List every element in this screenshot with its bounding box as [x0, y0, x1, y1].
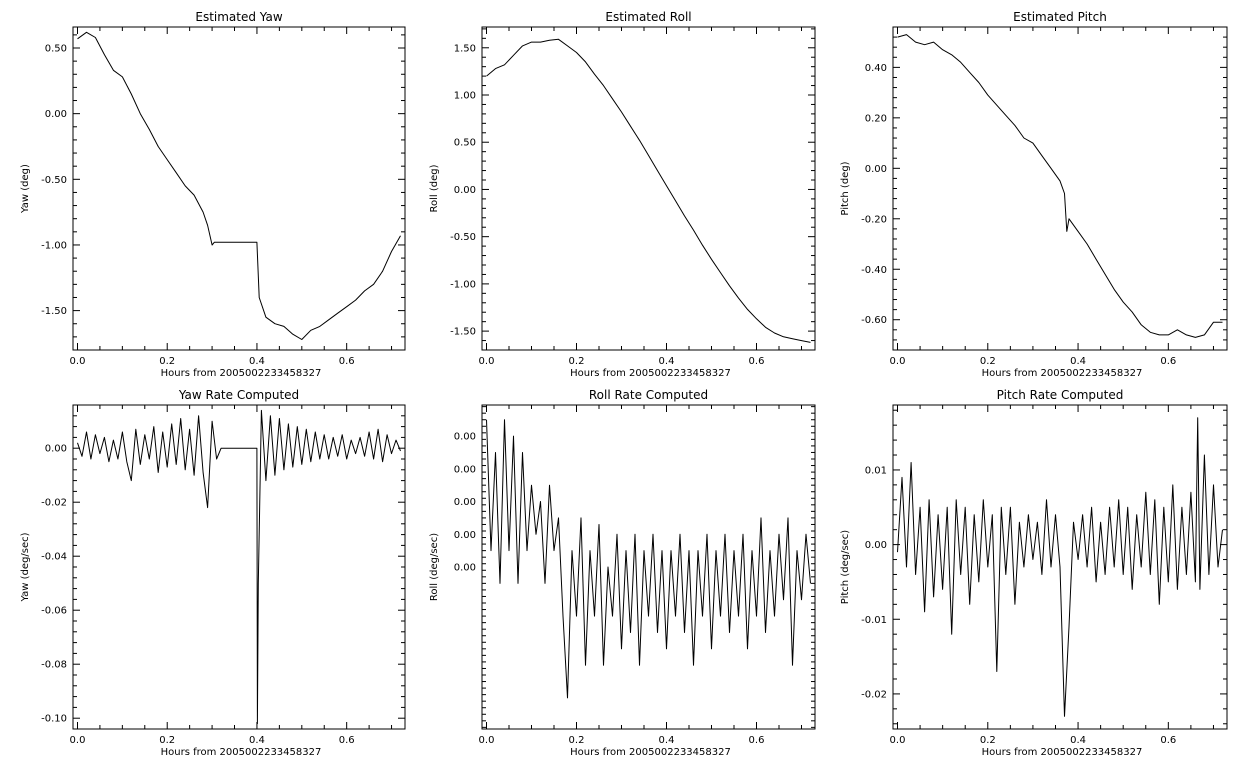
- x-tick-label: 0.6: [749, 356, 765, 367]
- plot-frame: [481, 404, 816, 730]
- x-tick-label: 0.4: [249, 735, 265, 746]
- x-tick-label: 0.2: [980, 735, 996, 746]
- y-tick-label: 0.50: [45, 44, 67, 55]
- plot-frame: [481, 26, 816, 351]
- y-tick-label: -0.02: [861, 689, 887, 700]
- y-tick-label: -0.08: [41, 660, 67, 671]
- series-line: [77, 31, 401, 340]
- y-tick-label: -0.50: [450, 232, 476, 243]
- y-tick-label: -0.01: [861, 615, 887, 626]
- series-line: [897, 417, 1223, 717]
- y-tick-label: 0.00: [45, 109, 67, 120]
- y-tick-label: 0.00: [454, 497, 476, 508]
- plot-frame: [892, 404, 1228, 730]
- x-tick-label: 0.4: [249, 356, 265, 367]
- y-tick-label: -1.00: [450, 279, 476, 290]
- y-tick-label: 0.00: [454, 530, 476, 541]
- x-tick-label: 0.2: [569, 735, 585, 746]
- y-tick-label: 1.00: [454, 91, 476, 102]
- x-tick-label: 0.0: [479, 735, 495, 746]
- plot-frame: [72, 26, 406, 351]
- y-tick-label: 0.00: [454, 563, 476, 574]
- y-tick-label: -0.02: [41, 498, 67, 509]
- series-line: [897, 34, 1223, 338]
- chart-panel-4: Yaw Rate Computed Hours from 200500223345…: [20, 388, 406, 758]
- x-tick-label: 0.6: [749, 735, 765, 746]
- y-tick-label: 0.20: [865, 113, 887, 124]
- chart-title: Roll Rate Computed: [589, 388, 708, 402]
- y-axis-label: Pitch (deg/sec): [840, 530, 851, 605]
- y-axis-label: Pitch (deg): [840, 161, 851, 215]
- chart-title: Yaw Rate Computed: [178, 388, 299, 402]
- series-line: [77, 409, 401, 725]
- y-tick-label: -1.00: [41, 240, 67, 251]
- series-line: [486, 419, 811, 699]
- y-tick-label: 0.00: [454, 464, 476, 475]
- y-tick-label: -0.40: [861, 265, 887, 276]
- chart-panel-3: Estimated Pitch Hours from 20050022334583…: [840, 10, 1228, 379]
- x-tick-label: 0.4: [659, 735, 675, 746]
- y-tick-label: -1.50: [41, 306, 67, 317]
- x-axis-label: Hours from 2005002233458327: [161, 747, 322, 758]
- x-tick-label: 0.2: [159, 735, 175, 746]
- x-axis-label: Hours from 2005002233458327: [161, 368, 322, 379]
- y-tick-label: -0.10: [41, 714, 67, 725]
- chart-title: Estimated Pitch: [1013, 10, 1107, 24]
- x-tick-label: 0.0: [70, 356, 86, 367]
- y-tick-label: 0.00: [45, 444, 67, 455]
- y-axis-label: Roll (deg/sec): [429, 533, 440, 601]
- y-tick-label: -0.60: [861, 315, 887, 326]
- y-axis-label: Yaw (deg/sec): [20, 532, 31, 602]
- y-tick-label: -0.04: [41, 552, 67, 563]
- y-tick-label: 0.40: [865, 63, 887, 74]
- chart-panel-6: Pitch Rate Computed Hours from 2005002233…: [840, 388, 1228, 758]
- x-tick-label: 0.4: [1070, 356, 1086, 367]
- y-tick-label: -0.06: [41, 606, 67, 617]
- x-axis-label: Hours from 2005002233458327: [982, 747, 1143, 758]
- y-axis-label: Roll (deg): [429, 164, 440, 212]
- x-tick-label: 0.6: [339, 356, 355, 367]
- x-tick-label: 0.0: [890, 735, 906, 746]
- x-axis-label: Hours from 2005002233458327: [982, 368, 1143, 379]
- y-tick-label: 1.50: [454, 43, 476, 54]
- y-axis-label: Yaw (deg): [20, 164, 31, 214]
- x-tick-label: 0.2: [569, 356, 585, 367]
- x-tick-label: 0.0: [890, 356, 906, 367]
- x-tick-label: 0.0: [479, 356, 495, 367]
- x-tick-label: 0.4: [1070, 735, 1086, 746]
- y-tick-label: 0.00: [865, 164, 887, 175]
- y-tick-label: 0.50: [454, 138, 476, 149]
- x-tick-label: 0.2: [980, 356, 996, 367]
- y-tick-label: 0.00: [454, 432, 476, 443]
- chart-panel-1: Estimated Yaw Hours from 2005002233458327…: [20, 10, 406, 379]
- y-tick-label: -0.50: [41, 175, 67, 186]
- chart-title: Pitch Rate Computed: [997, 388, 1124, 402]
- y-tick-label: 0.00: [865, 540, 887, 551]
- y-tick-label: 0.00: [454, 185, 476, 196]
- chart-panel-5: Roll Rate Computed Hours from 20050022334…: [429, 388, 816, 758]
- x-tick-label: 0.6: [1160, 735, 1176, 746]
- plot-frame: [892, 26, 1228, 351]
- chart-title: Estimated Yaw: [195, 10, 282, 24]
- x-tick-label: 0.6: [339, 735, 355, 746]
- x-axis-label: Hours from 2005002233458327: [570, 368, 731, 379]
- y-tick-label: 0.01: [865, 465, 887, 476]
- x-tick-label: 0.0: [70, 735, 86, 746]
- x-axis-label: Hours from 2005002233458327: [570, 747, 731, 758]
- x-tick-label: 0.6: [1160, 356, 1176, 367]
- chart-panel-2: Estimated Roll Hours from 200500223345832…: [429, 10, 816, 379]
- y-tick-label: -0.20: [861, 214, 887, 225]
- series-line: [486, 38, 811, 343]
- x-tick-label: 0.4: [659, 356, 675, 367]
- chart-title: Estimated Roll: [605, 10, 691, 24]
- x-tick-label: 0.2: [159, 356, 175, 367]
- y-tick-label: -1.50: [450, 327, 476, 338]
